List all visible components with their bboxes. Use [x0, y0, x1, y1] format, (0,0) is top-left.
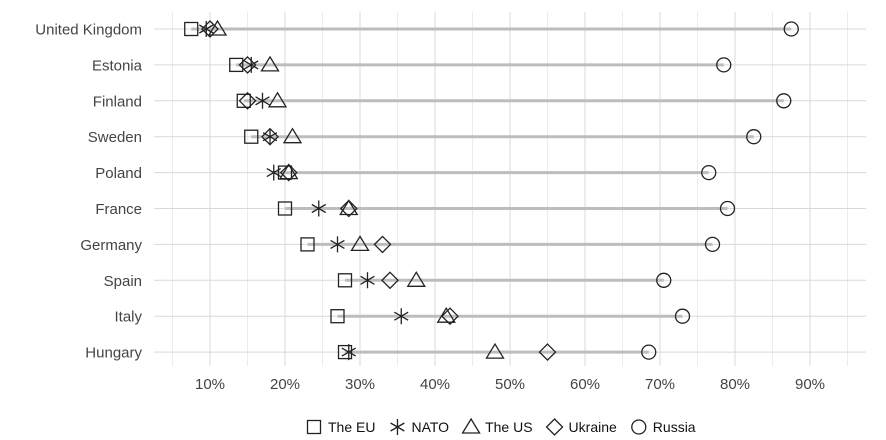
marker-russia-germany [704, 236, 721, 253]
legend: The EU NATO The US Ukraine Russia [306, 417, 696, 436]
marker-nato-united-kingdom [198, 21, 214, 37]
marker-ukraine-france [339, 199, 358, 218]
marker-the-eu-hungary [337, 344, 353, 360]
marker-russia-spain [656, 272, 672, 288]
legend-marker-the-eu [306, 419, 322, 435]
marker-ukraine-united-kingdom [201, 20, 219, 38]
x-tick-label: 50% [495, 376, 525, 393]
marker-the-eu-finland [236, 93, 251, 108]
category-label-poland: Poland [95, 165, 142, 182]
legend-label: The US [485, 419, 532, 435]
legend-marker-the-us [461, 417, 481, 434]
legend-item-the-us: The US [461, 417, 533, 435]
x-tick-label: 70% [645, 376, 675, 393]
legend-label: NATO [411, 419, 449, 435]
marker-nato-estonia [243, 56, 259, 73]
marker-the-us-united-kingdom [207, 19, 228, 36]
marker-the-eu-france [277, 201, 293, 216]
category-label-united-kingdom: United Kingdom [35, 22, 142, 39]
marker-russia-finland [776, 93, 792, 109]
range-lines [191, 27, 792, 354]
marker-nato-finland [255, 92, 270, 109]
marker-ukraine-poland [279, 163, 298, 182]
x-tick-label: 40% [420, 376, 450, 393]
marker-russia-estonia [716, 57, 732, 73]
marker-russia-hungary [641, 344, 657, 360]
marker-the-eu-estonia [229, 57, 244, 73]
marker-russia-sweden [746, 129, 762, 145]
legend-item-ukraine: Ukraine [545, 418, 617, 436]
marker-nato-sweden [262, 128, 278, 145]
legend-item-the-eu: The EU [306, 419, 375, 435]
x-tick-label: 10% [195, 376, 225, 393]
marker-the-eu-italy [330, 309, 345, 324]
marker-the-eu-germany [300, 237, 315, 252]
category-label-estonia: Estonia [92, 57, 143, 74]
marker-ukraine-germany [373, 235, 392, 254]
x-tick-label: 80% [720, 376, 750, 393]
marker-the-us-germany [350, 235, 370, 252]
marker-nato-italy [393, 308, 409, 325]
legend-label: The EU [328, 419, 375, 435]
category-label-italy: Italy [114, 309, 142, 326]
x-tick-label: 90% [795, 376, 825, 393]
legend-marker-nato [390, 419, 405, 435]
marker-russia-poland [701, 164, 717, 181]
marker-the-eu-sweden [244, 129, 259, 144]
marker-ukraine-italy [441, 307, 459, 326]
marker-nato-germany [330, 236, 345, 253]
legend-item-nato: NATO [390, 419, 449, 435]
category-labels: United Kingdom Estonia Finland Sweden Poland… [35, 22, 142, 362]
marker-russia-united-kingdom [783, 21, 799, 37]
marker-russia-france [719, 200, 736, 217]
category-label-france: France [95, 201, 142, 218]
category-label-finland: Finland [93, 93, 142, 110]
category-label-spain: Spain [104, 273, 142, 290]
marker-the-us-sweden [282, 127, 303, 144]
x-tick-label: 20% [270, 376, 300, 393]
marker-the-eu-poland [277, 165, 293, 180]
legend-marker-russia [631, 419, 647, 435]
legend-marker-ukraine [545, 418, 564, 436]
legend-label: Ukraine [569, 419, 617, 435]
x-tick-label: 60% [570, 376, 600, 393]
x-tick-labels: 10% 20% 30% 40% 50% 60% 70% 80% 90% [195, 376, 825, 393]
data-markers [184, 19, 799, 362]
marker-the-us-finland [267, 91, 288, 108]
marker-the-eu-united-kingdom [184, 21, 199, 37]
marker-the-us-estonia [260, 55, 280, 72]
marker-the-eu-spain [337, 273, 353, 288]
category-label-sweden: Sweden [88, 129, 142, 146]
marker-nato-france [311, 200, 327, 217]
marker-ukraine-spain [381, 271, 399, 290]
marker-the-us-france [339, 199, 359, 216]
marker-the-us-italy [436, 306, 456, 323]
x-tick-label: 30% [345, 376, 375, 393]
marker-ukraine-finland [238, 91, 257, 110]
marker-nato-spain [360, 272, 375, 289]
legend-item-russia: Russia [631, 419, 696, 435]
legend-label: Russia [653, 419, 696, 435]
category-label-hungary: Hungary [85, 345, 142, 362]
marker-nato-hungary [341, 344, 357, 361]
category-label-germany: Germany [80, 237, 142, 254]
marker-the-us-spain [406, 271, 426, 287]
marker-the-us-hungary [485, 342, 505, 359]
marker-ukraine-hungary [538, 343, 557, 362]
marker-russia-italy [674, 308, 691, 324]
